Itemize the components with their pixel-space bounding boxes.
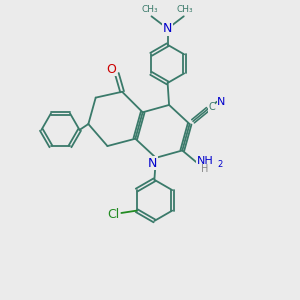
Text: N: N bbox=[163, 22, 172, 35]
Text: N: N bbox=[217, 97, 226, 107]
Text: C: C bbox=[208, 102, 215, 112]
Text: 2: 2 bbox=[217, 160, 222, 169]
Text: Cl: Cl bbox=[107, 208, 119, 221]
Text: O: O bbox=[106, 63, 116, 76]
Text: NH: NH bbox=[197, 156, 214, 166]
Text: CH₃: CH₃ bbox=[177, 5, 194, 14]
Text: N: N bbox=[148, 157, 158, 169]
Text: H: H bbox=[202, 164, 209, 174]
Text: CH₃: CH₃ bbox=[142, 5, 158, 14]
